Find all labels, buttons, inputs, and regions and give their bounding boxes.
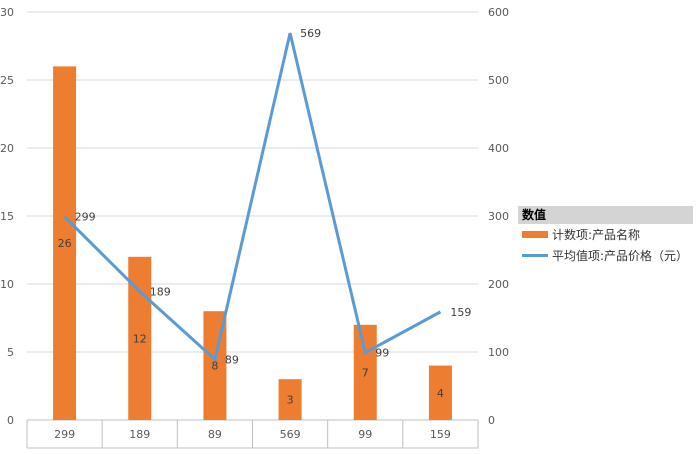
- y-tick-label: 10: [0, 278, 14, 291]
- y2-tick-label: 0: [488, 414, 495, 427]
- y2-tick-label: 300: [488, 210, 509, 223]
- x-tick-label: 299: [54, 428, 75, 441]
- bar: [278, 379, 302, 420]
- legend: 数值 计数项:产品名称 平均值项:产品价格（元）: [518, 206, 693, 266]
- legend-label-bar: 计数项:产品名称: [552, 228, 641, 242]
- bar: [428, 365, 452, 420]
- bar: [53, 66, 77, 421]
- line-data-label: 299: [75, 211, 96, 224]
- y-tick-label: 15: [0, 210, 14, 223]
- y2-tick-label: 400: [488, 142, 509, 155]
- line-data-label: 569: [300, 27, 321, 40]
- y-tick-label: 20: [0, 142, 14, 155]
- line-data-label: 159: [450, 306, 471, 319]
- legend-swatch-bar: [522, 231, 548, 238]
- bar-data-label: 26: [58, 237, 72, 250]
- line-series: [63, 32, 442, 363]
- legend-title: 数值: [518, 206, 693, 224]
- line-data-label: 99: [375, 347, 389, 360]
- bar-data-label: 3: [287, 394, 294, 407]
- y-tick-label: 5: [7, 346, 14, 359]
- y2-tick-label: 200: [488, 278, 509, 291]
- y-tick-label: 0: [7, 414, 14, 427]
- x-tick-label: 189: [129, 428, 150, 441]
- x-tick-label: 89: [208, 428, 222, 441]
- line-data-label: 189: [150, 285, 171, 298]
- x-tick-label: 99: [358, 428, 372, 441]
- y2-tick-label: 100: [488, 346, 509, 359]
- y-tick-label: 25: [0, 74, 14, 87]
- y2-tick-label: 500: [488, 74, 509, 87]
- bar-data-label: 8: [211, 360, 218, 373]
- bar-data-label: 7: [362, 366, 369, 379]
- line-data-label: 89: [225, 353, 239, 366]
- y2-tick-label: 600: [488, 6, 509, 19]
- legend-item-bar: 计数项:产品名称: [518, 224, 693, 245]
- x-tick-label: 569: [280, 428, 301, 441]
- legend-label-line: 平均值项:产品价格（元）: [552, 249, 689, 263]
- legend-item-line: 平均值项:产品价格（元）: [518, 245, 693, 266]
- legend-swatch-line: [522, 254, 548, 257]
- bar-data-label: 12: [133, 332, 147, 345]
- bar-data-label: 4: [437, 387, 444, 400]
- y-tick-label: 30: [0, 6, 14, 19]
- x-tick-label: 159: [430, 428, 451, 441]
